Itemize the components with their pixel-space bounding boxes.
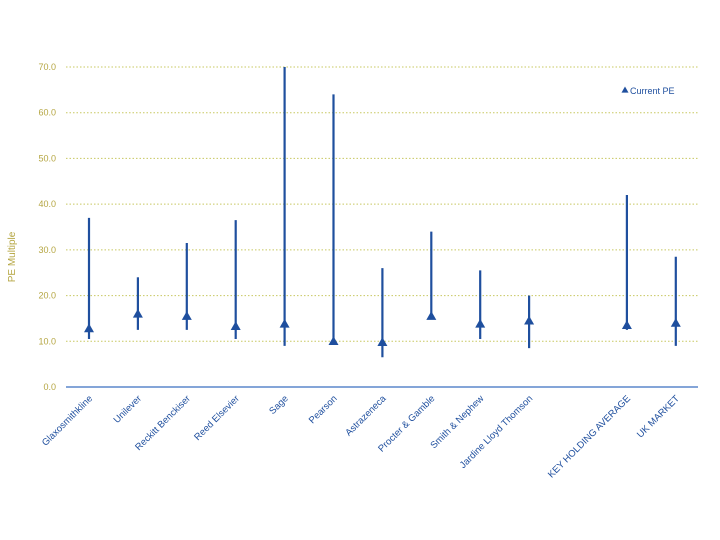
category-label: Astrazeneca bbox=[343, 393, 389, 439]
y-tick-label: 60.0 bbox=[38, 108, 56, 118]
current-pe-marker bbox=[84, 323, 94, 333]
y-tick-label: 50.0 bbox=[38, 153, 56, 163]
legend-marker-triangle-icon bbox=[621, 86, 629, 93]
category-label: Sage bbox=[267, 393, 290, 416]
current-pe-marker bbox=[475, 318, 486, 328]
y-tick-label: 30.0 bbox=[38, 245, 56, 255]
y-axis-label: PE Multiple bbox=[7, 231, 18, 282]
current-pe-marker bbox=[132, 308, 143, 318]
y-tick-label: 20.0 bbox=[38, 291, 56, 301]
legend-label: Current PE bbox=[630, 86, 675, 96]
y-tick-label: 0.0 bbox=[43, 382, 56, 392]
category-label: Pearson bbox=[307, 393, 340, 426]
y-tick-label: 10.0 bbox=[38, 336, 56, 346]
current-pe-marker bbox=[328, 336, 339, 346]
category-label: Reed Elsevier bbox=[192, 393, 242, 443]
category-label: Unilever bbox=[112, 393, 144, 425]
current-pe-marker bbox=[426, 311, 437, 320]
current-pe-marker bbox=[279, 318, 290, 328]
legend: Current PE bbox=[621, 86, 675, 96]
category-label: KEY HOLDING AVERAGE bbox=[546, 393, 633, 480]
current-pe-marker bbox=[621, 320, 632, 330]
y-tick-label: 40.0 bbox=[38, 199, 56, 209]
y-tick-labels: 0.0 10.0 20.0 30.0 40.0 50.0 60.0 70.0 bbox=[38, 62, 56, 392]
category-label: UK MARKET bbox=[635, 393, 682, 440]
current-pe-markers bbox=[84, 308, 681, 346]
current-pe-marker bbox=[377, 337, 388, 346]
range-lines bbox=[87, 67, 677, 358]
current-pe-marker bbox=[181, 311, 192, 320]
category-label: Glaxosmithkline bbox=[40, 393, 95, 448]
current-pe-marker bbox=[230, 321, 241, 330]
current-pe-marker bbox=[524, 315, 535, 325]
current-pe-marker bbox=[670, 318, 681, 327]
y-tick-label: 70.0 bbox=[38, 62, 56, 72]
